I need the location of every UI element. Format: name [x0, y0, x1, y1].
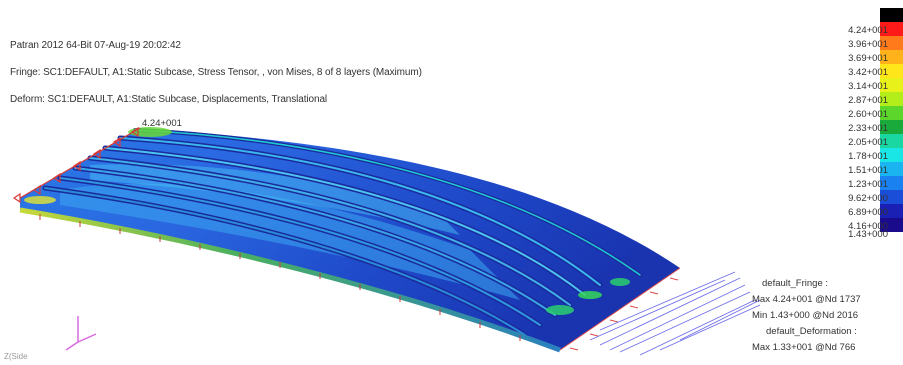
title-line: Patran 2012 64-Bit 07-Aug-19 20:02:42: [10, 40, 181, 51]
plate-front-edge: [19, 207, 561, 353]
stress-hotspots: [24, 127, 630, 315]
legend-label: 3.96+001: [848, 39, 888, 50]
color-swatch: [880, 204, 903, 218]
legend-label: 4.24+001: [848, 25, 888, 36]
legend-label: 3.14+001: [848, 81, 888, 92]
axis-triad-icon: [65, 316, 97, 351]
legend-label: 3.69+001: [848, 53, 888, 64]
color-swatch: [880, 134, 903, 148]
color-swatch: [880, 22, 903, 36]
legend-label: 1.23+001: [848, 179, 888, 190]
color-swatch: [880, 8, 903, 22]
deformation-max: Max 1.33+001 @Nd 766: [752, 342, 856, 353]
max-value-marker-label: 4.24+001: [142, 118, 182, 129]
fringe-summary-title: default_Fringe :: [762, 278, 829, 289]
legend-label: 6.89+000: [848, 207, 888, 218]
color-swatch: [880, 92, 903, 106]
deform-description: Deform: SC1:DEFAULT, A1:Static Subcase, …: [10, 94, 328, 105]
bc-markers-front: [39, 214, 521, 341]
result-summary: default_Fringe : Max 4.24+001 @Nd 1737 M…: [752, 276, 861, 356]
fringe-description: Fringe: SC1:DEFAULT, A1:Static Subcase, …: [10, 67, 422, 78]
deformation-summary-title: default_Deformation :: [766, 326, 857, 337]
color-swatch: [880, 120, 903, 134]
legend-label: 2.60+001: [848, 109, 888, 120]
legend-label: 1.43+000: [848, 229, 888, 240]
color-swatch: [880, 78, 903, 92]
stiffener-ribs: [42, 128, 642, 338]
load-arrows: [589, 271, 761, 356]
legend-label: 4.16+000: [848, 221, 888, 232]
color-swatch: [880, 148, 903, 162]
legend-label: 2.05+001: [848, 137, 888, 148]
bc-markers-right: [559, 267, 681, 351]
color-swatch: [880, 36, 903, 50]
color-swatch: [880, 218, 903, 232]
legend-label: 2.87+001: [848, 95, 888, 106]
legend-label: 2.33+001: [848, 123, 888, 134]
view-orientation-label: Z(Side: [4, 352, 28, 361]
color-swatch: [880, 64, 903, 78]
fringe-min: Min 1.43+000 @Nd 2016: [752, 310, 859, 321]
color-swatch: [880, 106, 903, 120]
stress-region-light: [60, 183, 520, 300]
color-swatch: [880, 162, 903, 176]
legend-label: 1.51+001: [848, 165, 888, 176]
legend-label: 3.42+001: [848, 67, 888, 78]
legend-label: 1.78+001: [848, 151, 888, 162]
fringe-max: Max 4.24+001 @Nd 1737: [752, 294, 861, 305]
color-swatch: [880, 176, 903, 190]
color-swatch: [880, 50, 903, 64]
bc-markers-left: [12, 126, 141, 204]
color-swatch: [880, 190, 903, 204]
legend-label: 9.62+000: [848, 193, 888, 204]
